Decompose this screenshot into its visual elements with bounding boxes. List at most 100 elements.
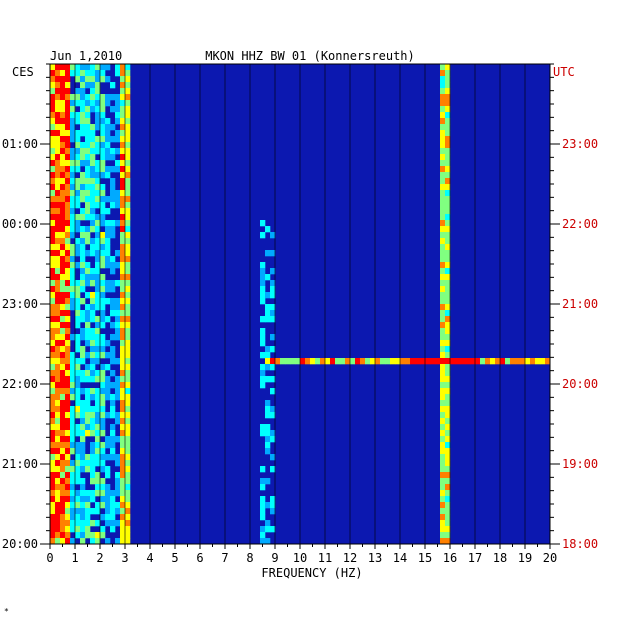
heatmap-cell [105,226,111,233]
heatmap-cell [440,358,446,365]
heatmap-cell [115,280,121,287]
heatmap-cell [50,208,56,215]
heatmap-cell [80,148,86,155]
heatmap-cell [80,334,86,341]
heatmap-cell [50,226,56,233]
heatmap-cell [120,538,126,545]
heatmap-cell [125,184,131,191]
heatmap-cell [60,262,66,269]
heatmap-cell [65,70,71,77]
heatmap-cell [520,358,526,365]
heatmap-cell [445,472,451,479]
heatmap-cell [70,484,76,491]
heatmap-cell [60,112,66,119]
heatmap-cell [445,352,451,359]
heatmap-cell [85,364,91,371]
heatmap-cell [55,412,61,419]
heatmap-cell [120,232,126,239]
heatmap-cell [260,538,266,545]
heatmap-cell [90,340,96,347]
heatmap-cell [95,148,101,155]
heatmap-cell [65,448,71,455]
left-time-label: 00:00 [2,217,38,231]
heatmap-cell [440,310,446,317]
heatmap-cell [125,412,131,419]
heatmap-cell [440,226,446,233]
heatmap-cell [70,70,76,77]
heatmap-cell [445,424,451,431]
heatmap-cell [445,214,451,221]
heatmap-cell [445,442,451,449]
heatmap-cell [95,394,101,401]
heatmap-cell [120,226,126,233]
heatmap-cell [100,316,106,323]
heatmap-cell [105,256,111,263]
heatmap-cell [85,232,91,239]
heatmap-cell [100,94,106,101]
heatmap-cell [80,502,86,509]
heatmap-cell [125,238,131,245]
heatmap-cell [65,226,71,233]
heatmap-cell [50,496,56,503]
heatmap-cell [85,322,91,329]
heatmap-cell [100,298,106,305]
heatmap-cell [440,472,446,479]
heatmap-cell [110,226,116,233]
heatmap-cell [120,454,126,461]
heatmap-cell [115,322,121,329]
heatmap-cell [95,220,101,227]
heatmap-cell [90,172,96,179]
heatmap-cell [60,154,66,161]
right-timezone-label: UTC [553,65,575,79]
heatmap-cell [50,430,56,437]
heatmap-cell [445,160,451,167]
heatmap-cell [85,154,91,161]
heatmap-cell [445,382,451,389]
heatmap-cell [75,508,81,515]
heatmap-cell [90,394,96,401]
heatmap-cell [290,358,296,365]
heatmap-cell [485,358,491,365]
heatmap-cell [125,376,131,383]
heatmap-cell [50,358,56,365]
heatmap-cell [110,184,116,191]
heatmap-cell [260,532,266,539]
heatmap-cell [90,142,96,149]
heatmap-cell [105,148,111,155]
heatmap-cell [260,274,266,281]
heatmap-cell [270,232,276,239]
heatmap-cell [60,238,66,245]
heatmap-cell [265,274,271,281]
heatmap-cell [55,370,61,377]
heatmap-cell [445,130,451,137]
heatmap-cell [65,538,71,545]
heatmap-cell [50,364,56,371]
heatmap-cell [115,190,121,197]
heatmap-cell [70,514,76,521]
heatmap-cell [70,442,76,449]
heatmap-cell [440,304,446,311]
heatmap-cell [125,394,131,401]
heatmap-cell [445,526,451,533]
heatmap-cell [270,388,276,395]
heatmap-cell [90,304,96,311]
heatmap-cell [85,328,91,335]
heatmap-cell [125,172,131,179]
heatmap-cell [260,424,266,431]
heatmap-cell [50,382,56,389]
x-tick-label: 10 [293,551,307,565]
heatmap-cell [125,88,131,95]
heatmap-cell [105,394,111,401]
heatmap-cell [445,514,451,521]
heatmap-cell [120,250,126,257]
heatmap-cell [445,292,451,299]
heatmap-cell [65,334,71,341]
heatmap-cell [60,256,66,263]
heatmap-cell [60,394,66,401]
heatmap-cell [475,358,481,365]
heatmap-cell [120,394,126,401]
heatmap-cell [115,508,121,515]
heatmap-cell [50,406,56,413]
heatmap-cell [260,430,266,437]
